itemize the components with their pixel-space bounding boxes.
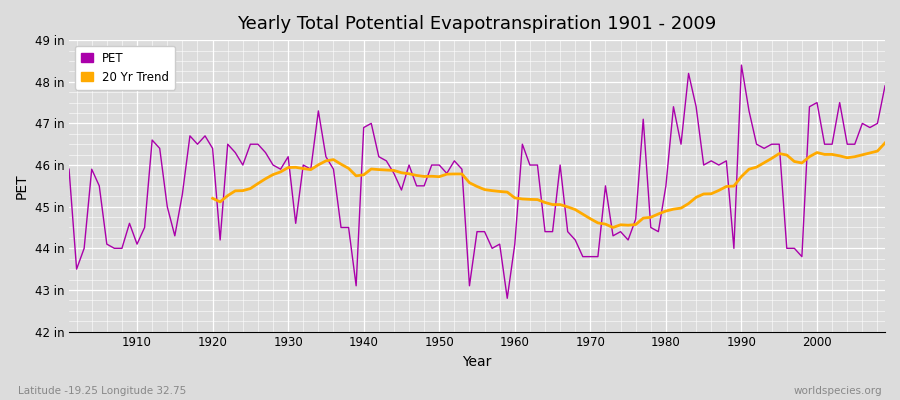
X-axis label: Year: Year bbox=[463, 355, 491, 369]
Y-axis label: PET: PET bbox=[15, 173, 29, 199]
Text: Latitude -19.25 Longitude 32.75: Latitude -19.25 Longitude 32.75 bbox=[18, 386, 186, 396]
Text: worldspecies.org: worldspecies.org bbox=[794, 386, 882, 396]
Title: Yearly Total Potential Evapotranspiration 1901 - 2009: Yearly Total Potential Evapotranspiratio… bbox=[238, 15, 716, 33]
Legend: PET, 20 Yr Trend: PET, 20 Yr Trend bbox=[75, 46, 175, 90]
